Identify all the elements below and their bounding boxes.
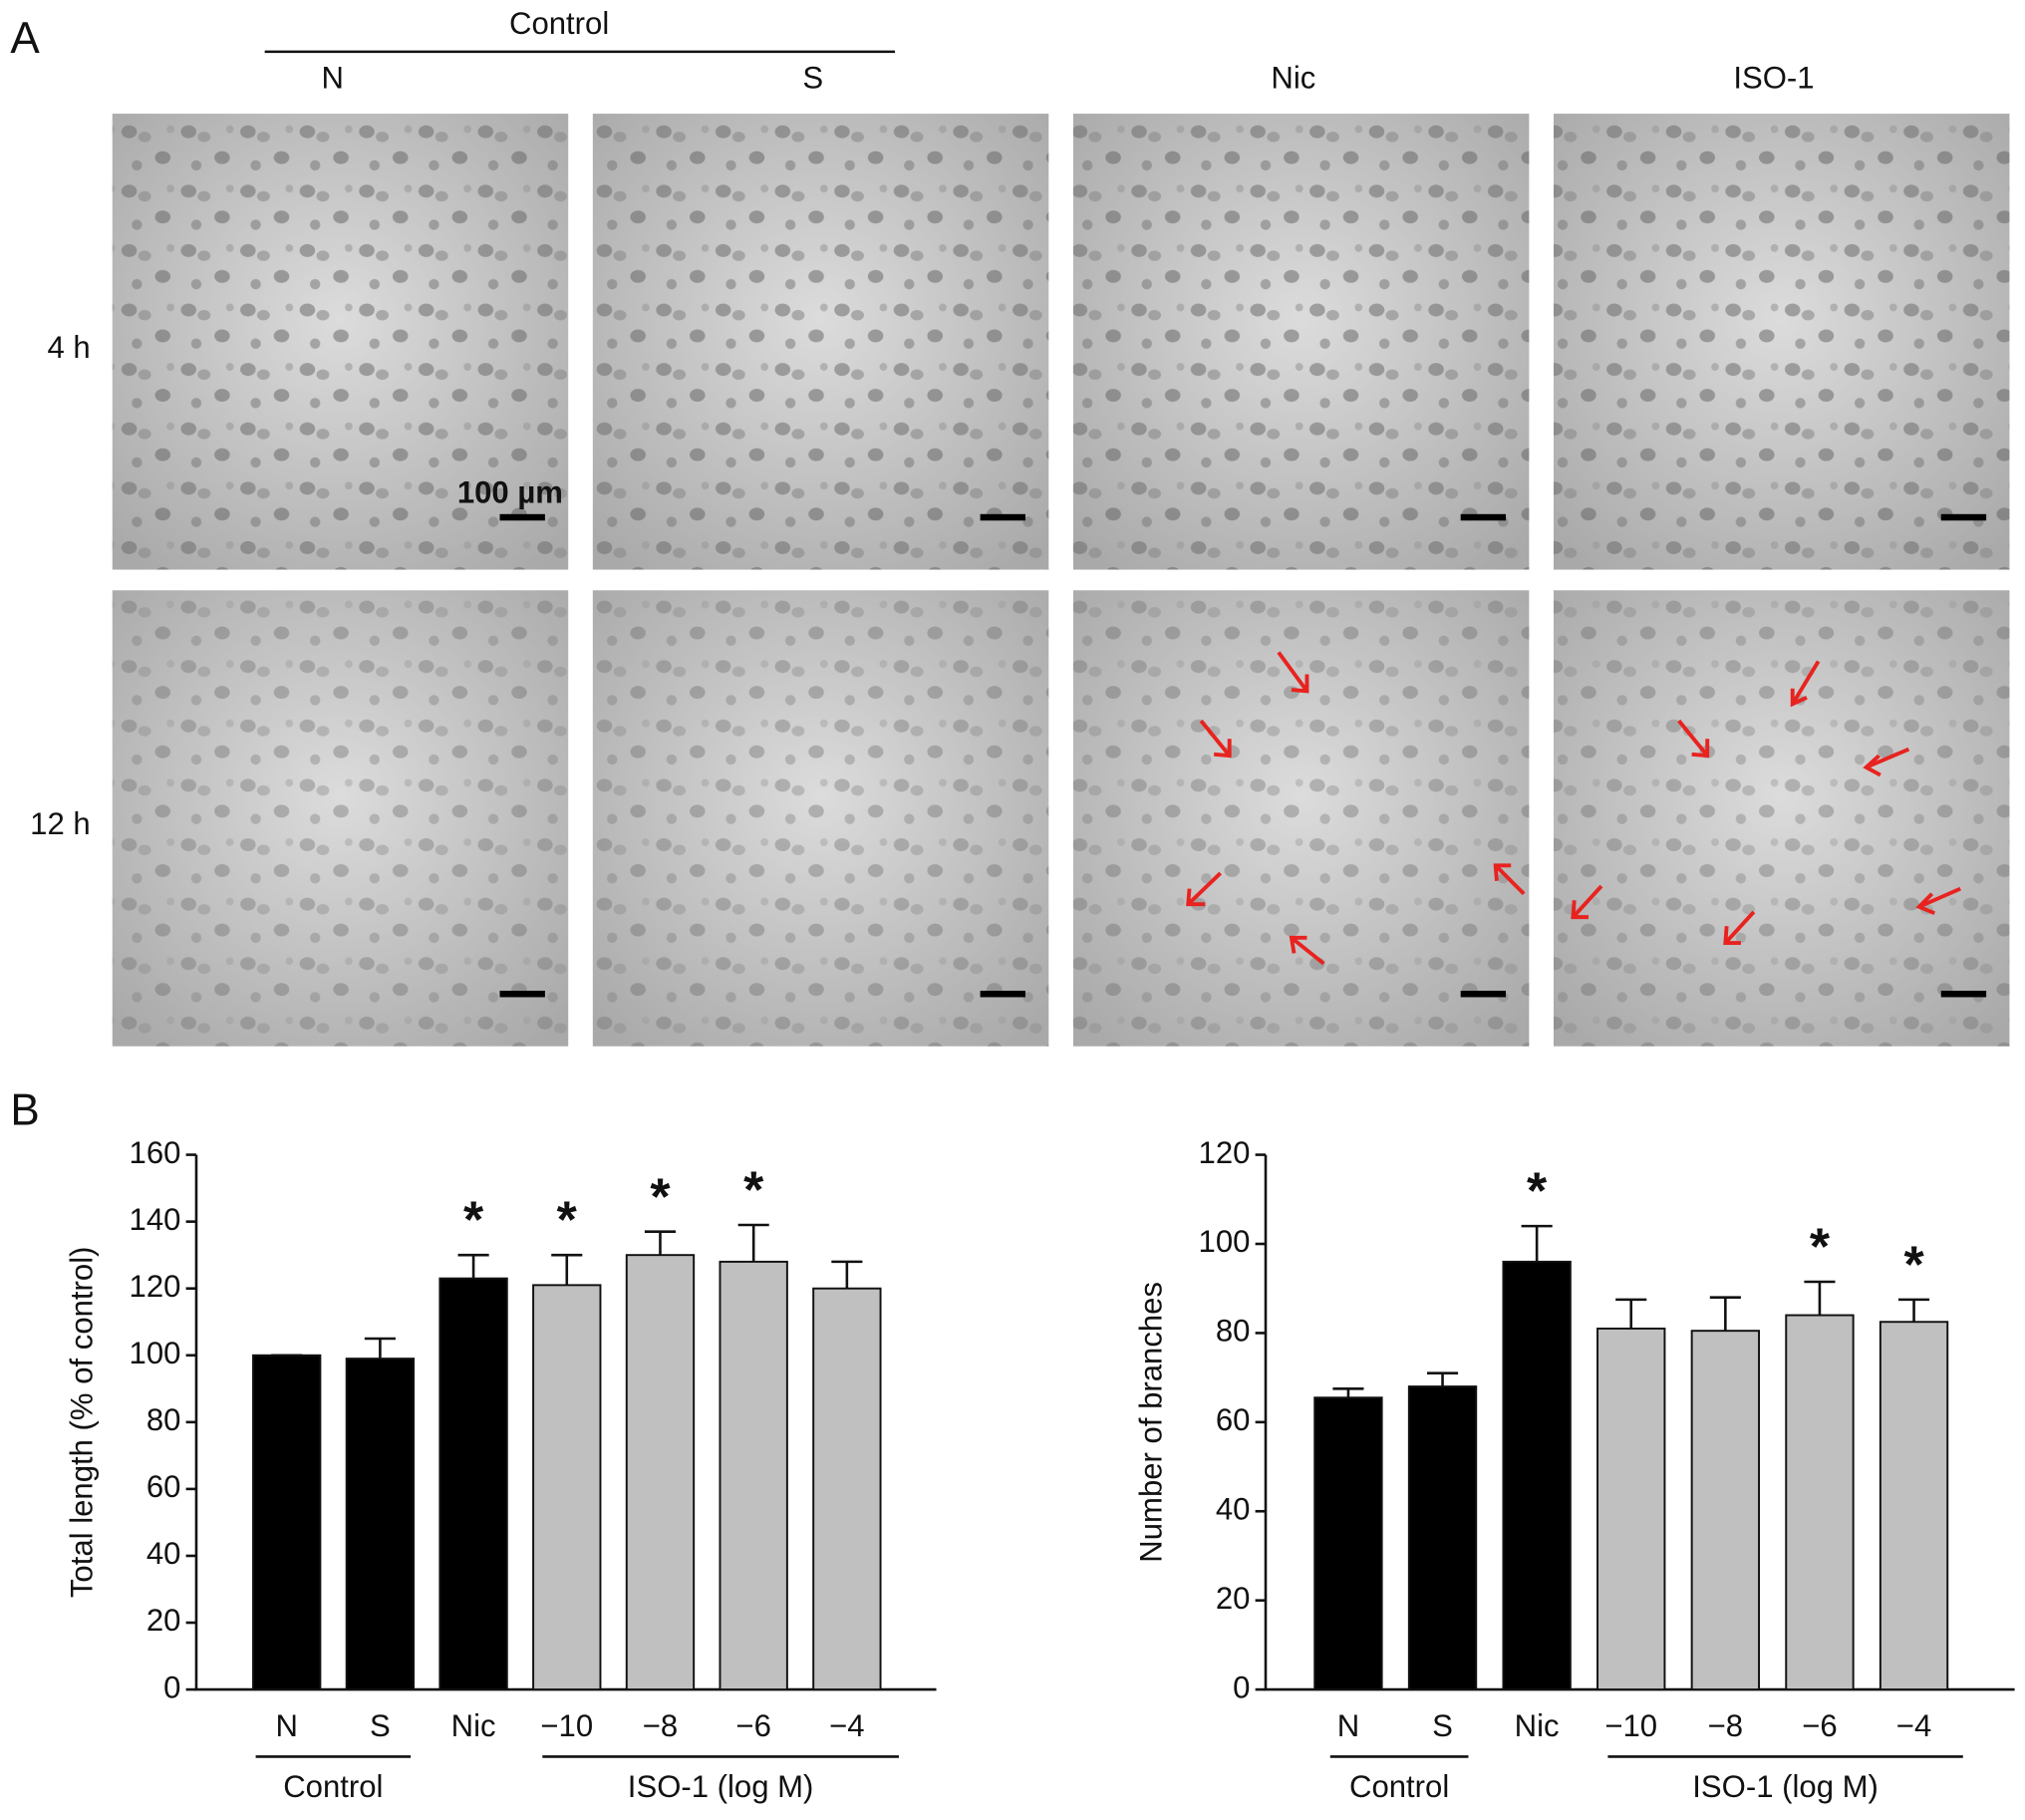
panel-label: B	[10, 1086, 39, 1135]
x-tick-label: −6	[1802, 1708, 1837, 1743]
bar	[252, 1354, 322, 1691]
group-label: ISO-1 (log M)	[1692, 1769, 1879, 1804]
group-label: Control	[1349, 1769, 1449, 1804]
y-tick-label: 20	[146, 1603, 181, 1638]
arrow	[1199, 719, 1232, 758]
scale-bar	[980, 513, 1025, 521]
scale-bar	[980, 990, 1025, 998]
micrograph-texture	[1072, 114, 1530, 570]
y-axis-label: Total length (% of control)	[64, 1247, 99, 1599]
scale-bar	[1460, 513, 1507, 521]
y-tick-label: 60	[146, 1469, 181, 1504]
significance-marker: *	[1903, 1235, 1924, 1293]
y-tick-label: 120	[1199, 1135, 1251, 1170]
significance-marker: *	[743, 1161, 764, 1219]
x-tick-label: −8	[1708, 1708, 1743, 1743]
micrograph-texture	[592, 114, 1049, 570]
micrograph-texture	[112, 590, 569, 1047]
arrow	[1915, 886, 1961, 916]
bar	[1785, 1314, 1855, 1691]
group-label: ISO-1 (log M)	[628, 1769, 814, 1804]
x-tick-label: −10	[1604, 1708, 1657, 1743]
y-tick-label: 100	[1199, 1224, 1251, 1259]
arrow	[1723, 910, 1756, 945]
bar	[1879, 1321, 1949, 1691]
x-tick-label: −10	[540, 1708, 593, 1743]
significance-marker: *	[1527, 1162, 1548, 1220]
x-tick-label: −4	[829, 1708, 864, 1743]
y-tick-label: 80	[146, 1402, 181, 1437]
y-tick-label: 40	[146, 1536, 181, 1571]
arrow	[1186, 871, 1222, 907]
x-tick-label: −8	[643, 1708, 678, 1743]
y-tick-label: 0	[1233, 1669, 1250, 1704]
arrow	[1790, 660, 1821, 708]
scale-bar	[1940, 513, 1987, 521]
y-axis-label: Number of branches	[1133, 1282, 1168, 1563]
x-tick-label: N	[1337, 1708, 1359, 1743]
x-tick-label: −4	[1896, 1708, 1931, 1743]
x-tick-label: Nic	[451, 1708, 496, 1743]
scale-bar	[499, 990, 545, 998]
arrow	[1863, 747, 1910, 777]
row-label: 4 h	[47, 330, 90, 365]
y-tick-label: 20	[1216, 1581, 1251, 1616]
micrograph-texture	[592, 590, 1049, 1047]
micrograph-texture	[112, 114, 569, 570]
bar	[1407, 1385, 1478, 1691]
x-tick-label: S	[1432, 1708, 1453, 1743]
group-label: Control	[509, 6, 609, 41]
y-tick-label: 60	[1216, 1402, 1251, 1437]
significance-marker: *	[463, 1191, 484, 1249]
scale-bar-label: 100 µm	[457, 475, 563, 510]
arrow	[1289, 935, 1325, 966]
significance-marker: *	[1810, 1218, 1831, 1276]
arrow	[1677, 719, 1710, 758]
bar	[1313, 1396, 1383, 1691]
bar	[438, 1277, 508, 1691]
y-tick-label: 120	[130, 1269, 181, 1304]
y-tick-label: 80	[1216, 1314, 1251, 1349]
y-tick-label: 0	[163, 1669, 180, 1704]
scale-bar	[499, 513, 545, 521]
bar	[1502, 1260, 1572, 1691]
bar	[812, 1287, 882, 1691]
y-tick-label: 40	[1216, 1491, 1251, 1526]
y-tick-label: 140	[130, 1202, 181, 1237]
x-tick-label: Nic	[1515, 1708, 1560, 1743]
y-tick-label: 100	[130, 1336, 181, 1370]
significance-marker: *	[557, 1191, 578, 1249]
column-label: ISO-1	[1733, 61, 1814, 96]
column-label: S	[802, 61, 823, 96]
micrograph-texture	[1553, 114, 2010, 570]
bar	[1690, 1330, 1761, 1691]
micrograph-texture	[1553, 590, 2010, 1047]
arrow	[1277, 651, 1309, 694]
x-tick-label: N	[275, 1708, 297, 1743]
bar	[625, 1254, 696, 1691]
x-tick-label: S	[370, 1708, 391, 1743]
bar	[532, 1284, 602, 1691]
y-tick-label: 160	[130, 1135, 181, 1170]
column-label: N	[321, 61, 343, 96]
x-tick-label: −6	[735, 1708, 770, 1743]
row-label: 12 h	[30, 806, 91, 841]
significance-marker: *	[650, 1167, 671, 1225]
bar	[1596, 1327, 1666, 1691]
panel-label: A	[10, 14, 40, 63]
micrograph-texture	[1072, 590, 1530, 1047]
arrow	[1493, 863, 1526, 896]
arrow	[1571, 884, 1603, 920]
group-label: Control	[283, 1769, 383, 1804]
scale-bar	[1460, 990, 1507, 998]
arrows	[1186, 651, 1961, 966]
bar	[345, 1358, 416, 1691]
column-label: Nic	[1271, 61, 1315, 96]
micrographs	[112, 114, 2010, 1047]
bar	[719, 1260, 788, 1691]
scale-bar	[1940, 990, 1987, 998]
